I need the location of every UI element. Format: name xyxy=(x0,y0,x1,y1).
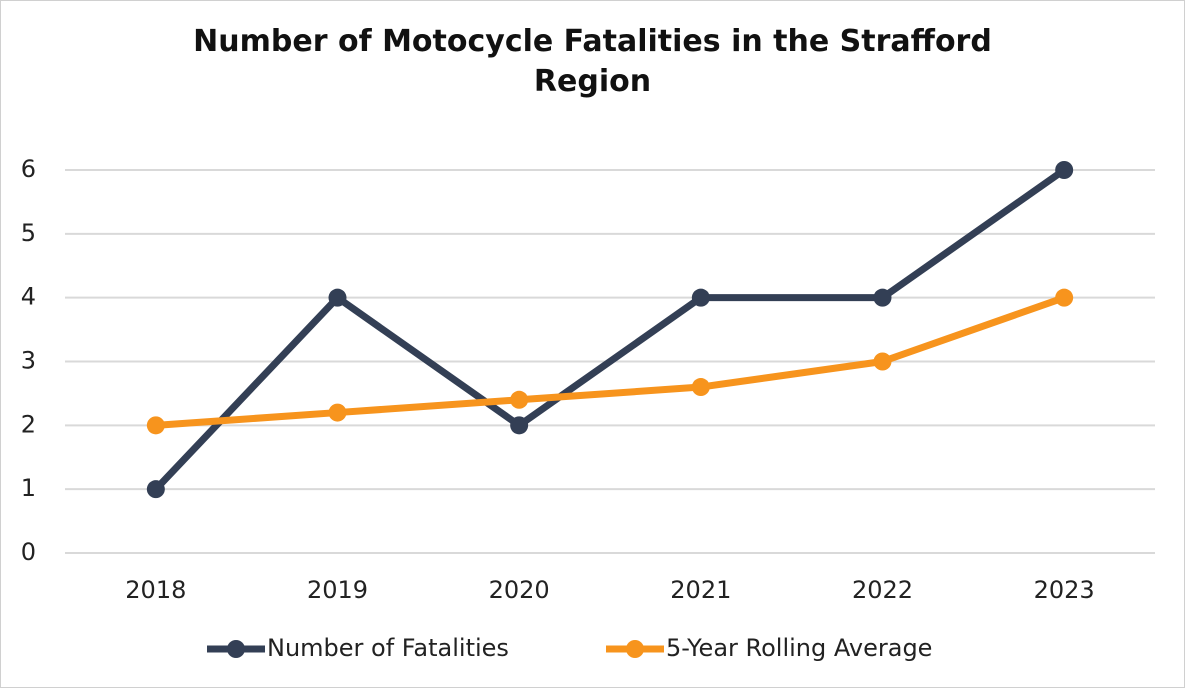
y-tick-label: 1 xyxy=(21,474,36,502)
legend-marker xyxy=(626,640,644,658)
x-tick-label: 2020 xyxy=(489,576,550,604)
x-tick-label: 2019 xyxy=(307,576,368,604)
legend-marker xyxy=(227,640,245,658)
legend-label: Number of Fatalities xyxy=(267,634,509,662)
point xyxy=(146,416,165,435)
point xyxy=(510,390,529,409)
title-box: Number of Motocycle Fatalities in the St… xyxy=(193,24,992,99)
point xyxy=(328,403,347,422)
point xyxy=(873,288,892,307)
point xyxy=(328,288,347,307)
y-tick-label: 5 xyxy=(21,219,36,247)
y-tick-label: 4 xyxy=(21,283,36,311)
chart-title: Number of Motocycle Fatalities in the St… xyxy=(193,24,992,99)
x-tick-label: 2021 xyxy=(670,576,731,604)
y-tick-label: 6 xyxy=(21,155,36,183)
point xyxy=(691,378,710,397)
y-tick-label: 0 xyxy=(21,538,36,566)
point xyxy=(510,416,529,435)
x-tick-label: 2018 xyxy=(125,576,186,604)
x-tick-label: 2022 xyxy=(852,576,913,604)
point xyxy=(691,288,710,307)
y-tick-label: 2 xyxy=(21,410,36,438)
point xyxy=(146,480,165,499)
series-line xyxy=(153,167,1067,492)
point xyxy=(873,352,892,371)
y-tick-label: 3 xyxy=(21,347,36,375)
point xyxy=(1055,288,1074,307)
legend-label: 5-Year Rolling Average xyxy=(666,634,932,662)
point xyxy=(1055,161,1074,179)
x-tick-label: 2023 xyxy=(1034,576,1095,604)
series-line xyxy=(155,294,1066,429)
